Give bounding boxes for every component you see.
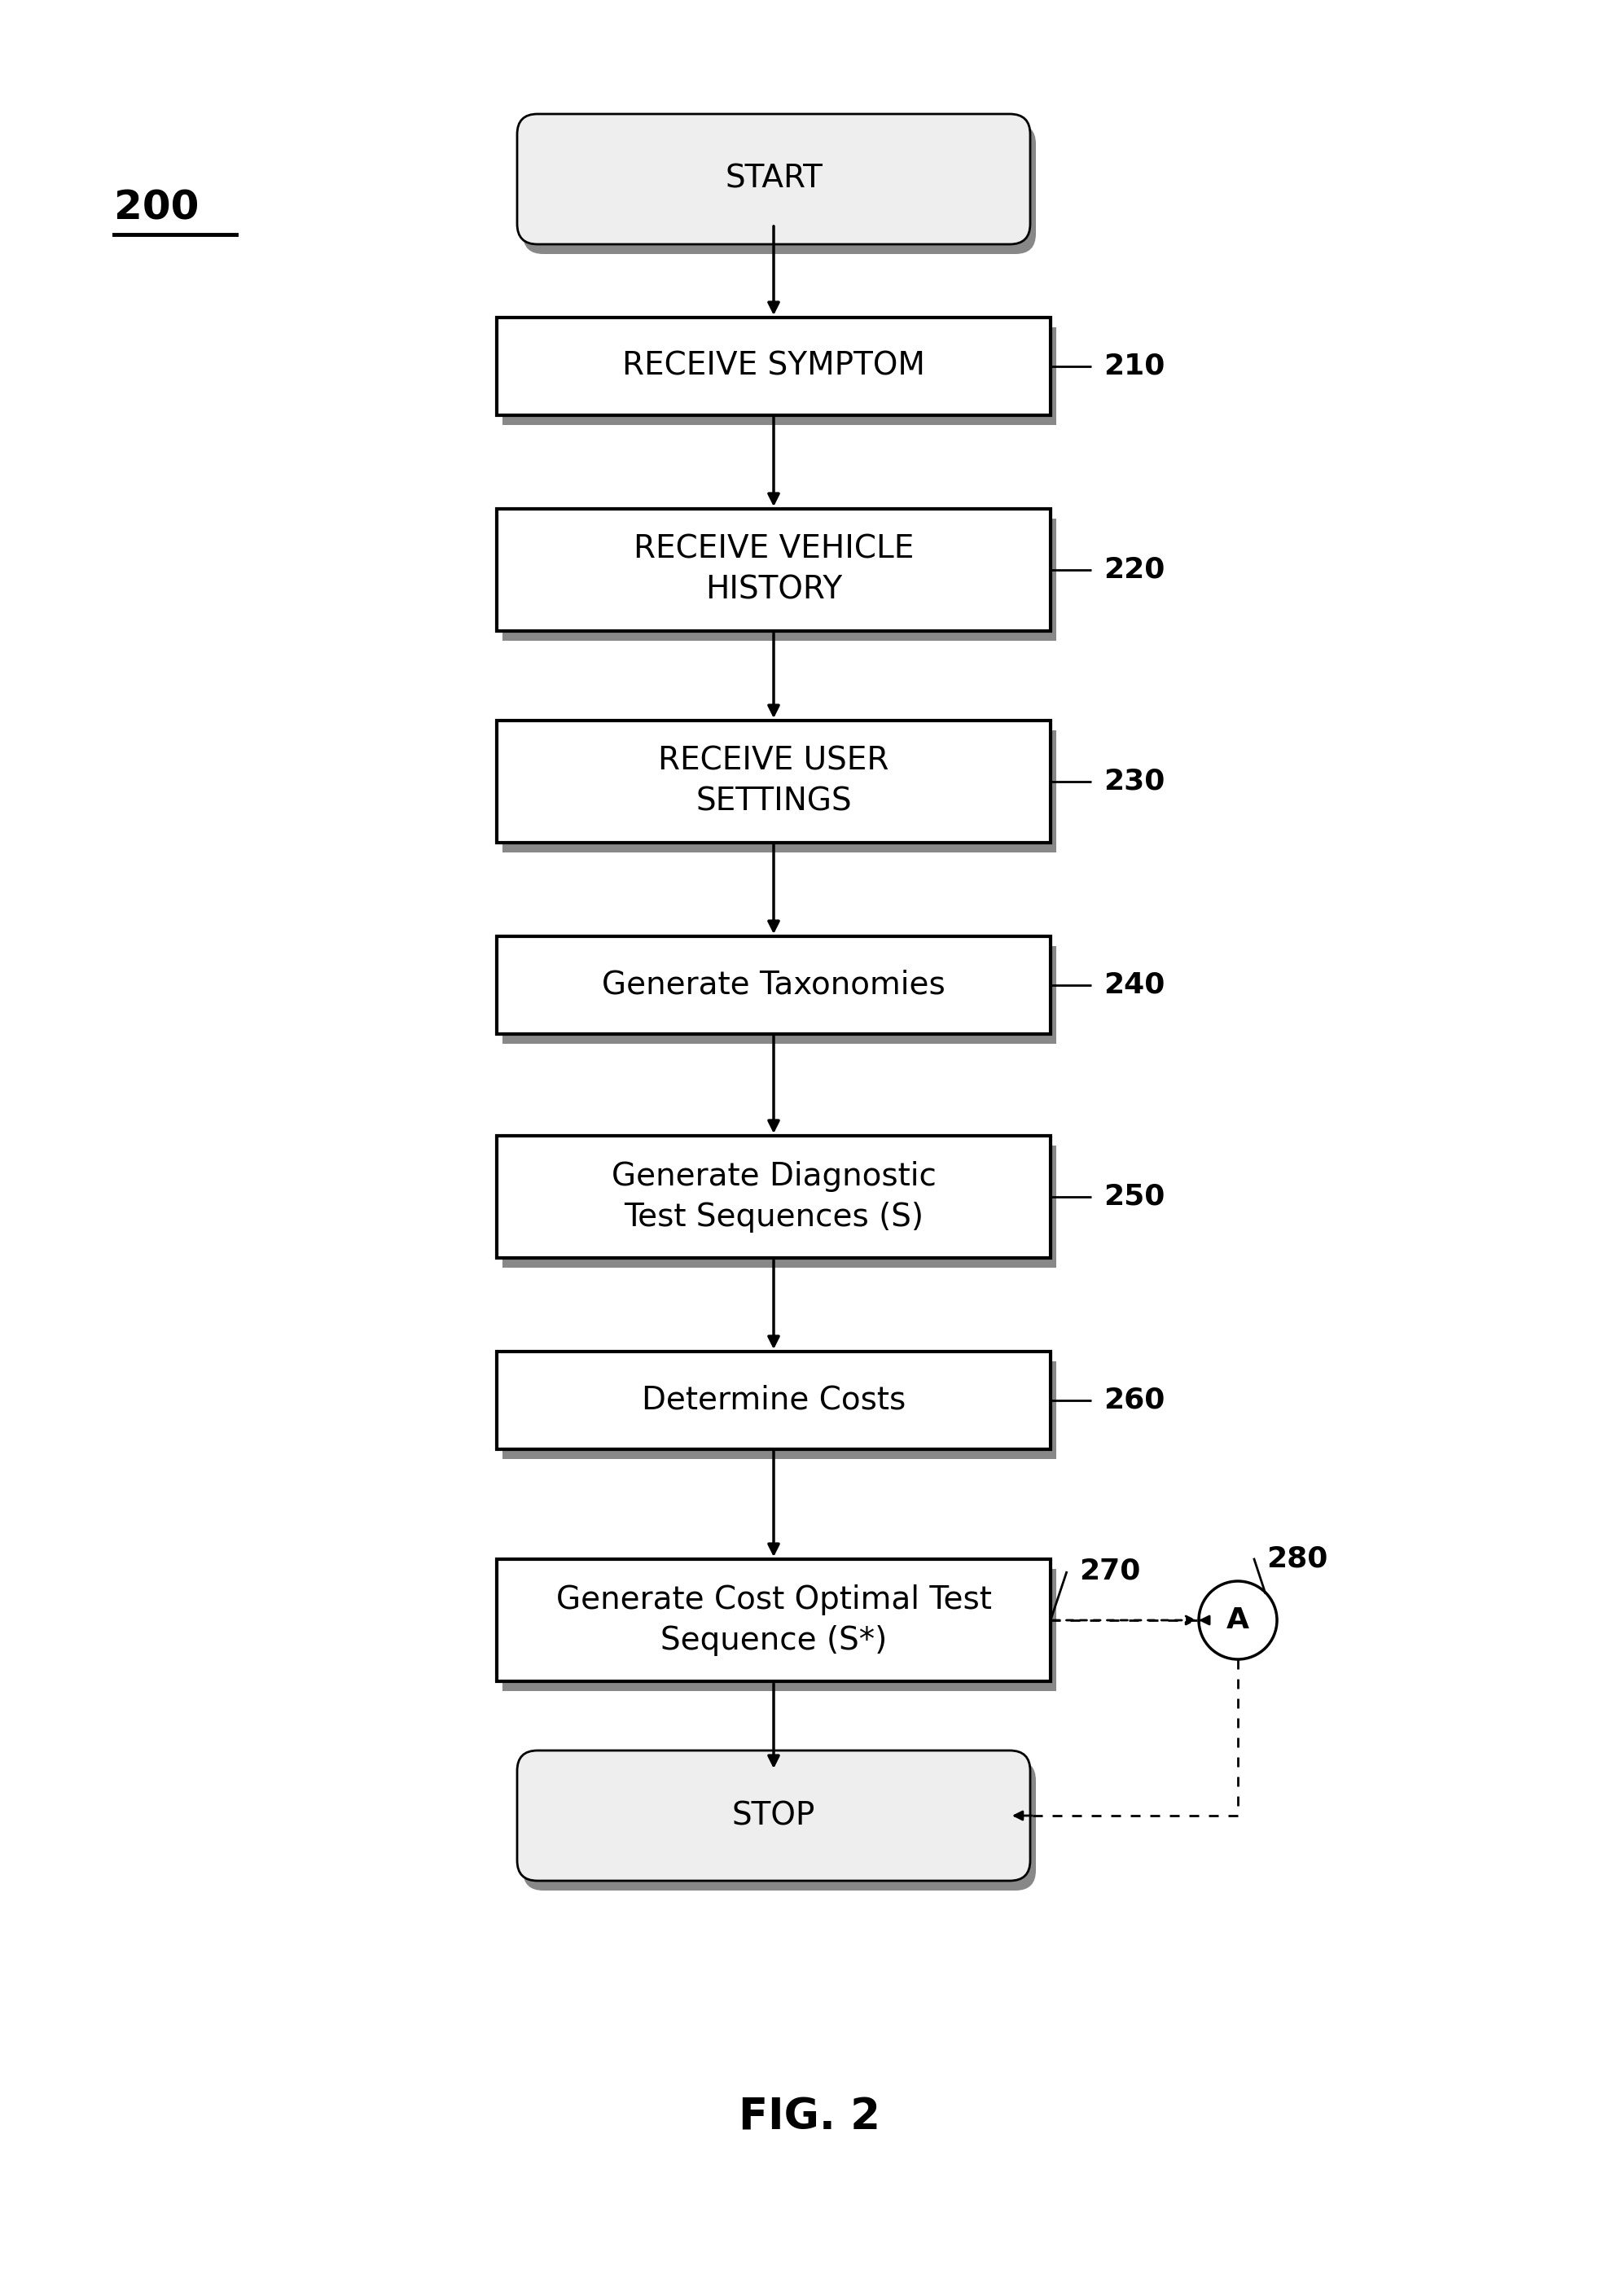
Text: 250: 250 (1104, 1182, 1166, 1210)
Bar (497, 1559, 1051, 1681)
FancyBboxPatch shape (523, 1761, 1036, 1890)
Bar (502, 328, 1056, 425)
FancyBboxPatch shape (516, 115, 1030, 243)
Text: RECEIVE SYMPTOM: RECEIVE SYMPTOM (622, 351, 924, 381)
Bar (497, 937, 1051, 1033)
Bar (502, 1362, 1056, 1458)
Text: Determine Costs: Determine Costs (641, 1384, 905, 1417)
Text: 220: 220 (1104, 556, 1166, 583)
Text: Generate Cost Optimal Test
Sequence (S*): Generate Cost Optimal Test Sequence (S*) (555, 1584, 991, 1655)
Text: START: START (725, 163, 822, 195)
Bar (497, 1352, 1051, 1449)
Text: RECEIVE VEHICLE
HISTORY: RECEIVE VEHICLE HISTORY (633, 535, 913, 606)
Bar (497, 1137, 1051, 1258)
Text: Generate Taxonomies: Generate Taxonomies (602, 969, 945, 1001)
Text: 200: 200 (113, 188, 199, 227)
Text: FIG. 2: FIG. 2 (738, 2096, 881, 2138)
Bar (502, 1146, 1056, 1267)
Text: Generate Diagnostic
Test Sequences (S): Generate Diagnostic Test Sequences (S) (612, 1162, 936, 1233)
Bar (502, 946, 1056, 1045)
Text: 230: 230 (1104, 767, 1166, 794)
Text: 240: 240 (1104, 971, 1166, 999)
Text: RECEIVE USER
SETTINGS: RECEIVE USER SETTINGS (659, 746, 889, 817)
Text: 270: 270 (1078, 1557, 1140, 1584)
Bar (502, 1568, 1056, 1692)
FancyBboxPatch shape (516, 1750, 1030, 1880)
Bar (497, 721, 1051, 843)
Text: 280: 280 (1266, 1545, 1328, 1573)
Text: 260: 260 (1104, 1387, 1166, 1414)
Bar (502, 730, 1056, 852)
Text: STOP: STOP (732, 1800, 816, 1832)
Text: 210: 210 (1104, 354, 1166, 381)
Bar (497, 317, 1051, 416)
Bar (502, 519, 1056, 641)
Bar (497, 510, 1051, 631)
FancyBboxPatch shape (523, 124, 1036, 255)
Text: A: A (1227, 1607, 1250, 1635)
